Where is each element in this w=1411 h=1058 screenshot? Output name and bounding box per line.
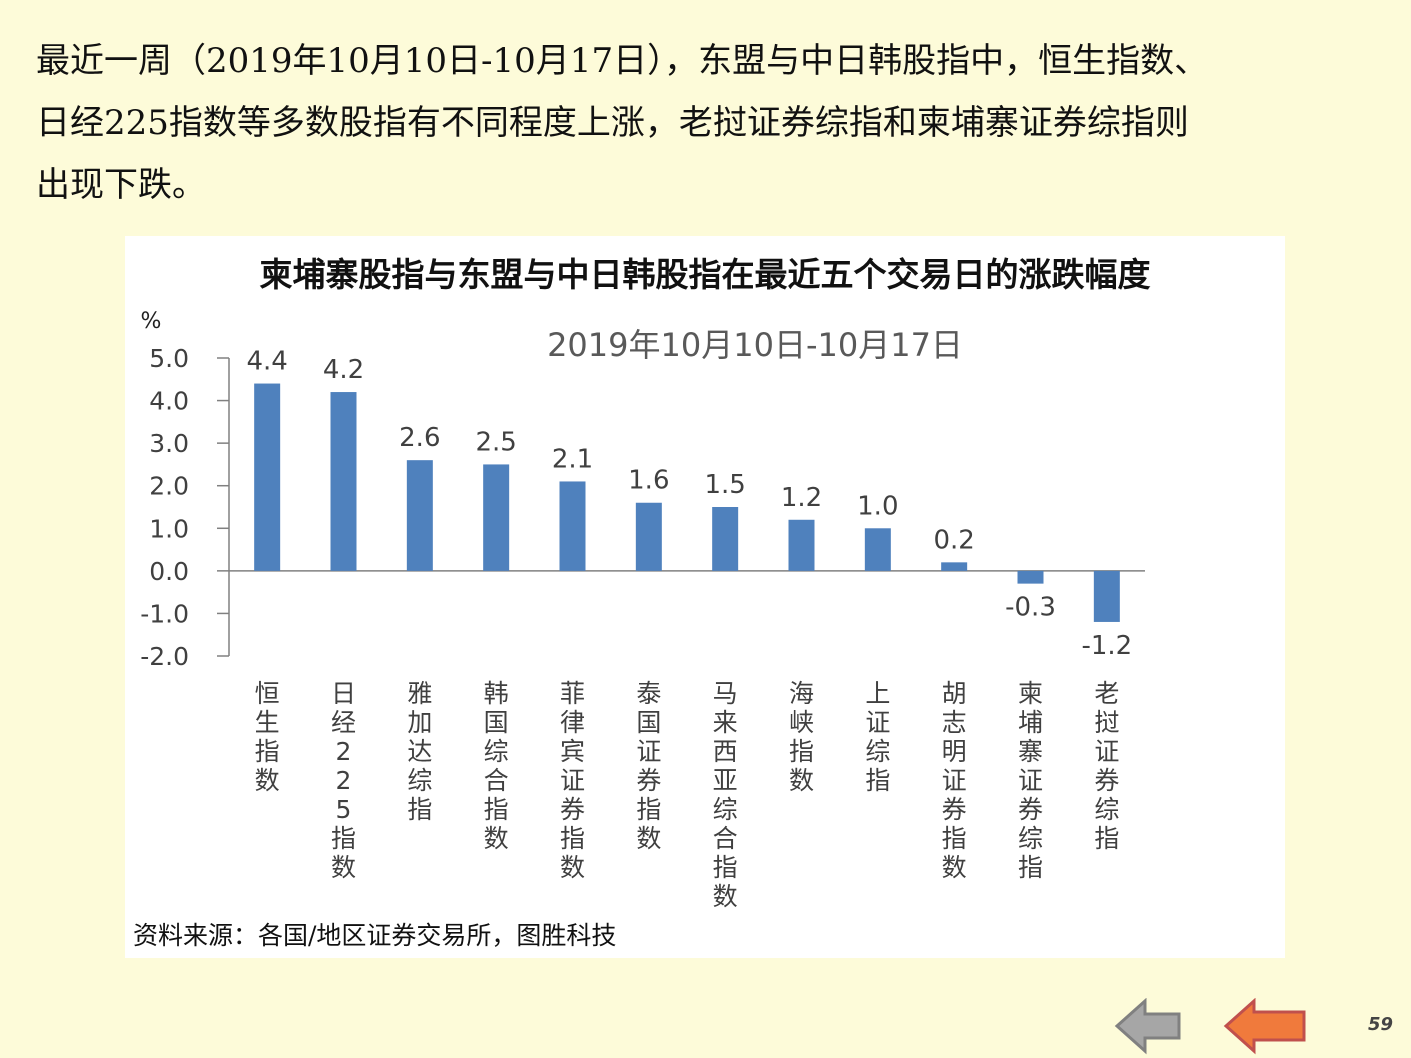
data-label: 4.4	[246, 347, 287, 377]
bar	[406, 460, 433, 571]
chart-panel: 柬埔寨股指与东盟与中日韩股指在最近五个交易日的涨跌幅度 % 2019年10月10日…	[125, 236, 1285, 958]
category-label: 雅加达综指	[407, 679, 432, 824]
data-label: 4.2	[323, 355, 364, 385]
intro-text: 最近一周（2019年10月10日-10月17日），东盟与中日韩股指中，恒生指数、…	[36, 30, 1386, 216]
data-label: -1.2	[1081, 631, 1132, 661]
data-label: 1.6	[628, 466, 669, 496]
data-label: 0.2	[933, 525, 974, 555]
bar	[559, 481, 586, 571]
forward-arrow-button[interactable]	[1222, 998, 1308, 1058]
y-tick-label: 4.0	[149, 387, 189, 416]
page-number: 59	[1368, 1014, 1394, 1035]
y-tick-label: 5.0	[149, 344, 189, 373]
data-label: 1.2	[781, 483, 822, 513]
bar	[1093, 570, 1120, 622]
data-label: 2.5	[475, 427, 516, 457]
y-tick-label: 0.0	[149, 557, 189, 586]
bar	[941, 562, 968, 571]
bar	[788, 519, 815, 571]
category-label: 菲律宾证券指数	[560, 679, 585, 882]
y-tick-label: 2.0	[149, 472, 189, 501]
bar	[864, 528, 891, 571]
bar	[712, 507, 739, 571]
y-tick-label: 3.0	[149, 429, 189, 458]
back-arrow-button[interactable]	[1113, 998, 1183, 1058]
data-label: 2.6	[399, 423, 440, 453]
bar	[483, 464, 510, 571]
data-label: 1.0	[857, 491, 898, 521]
category-label: 韩国综合指数	[484, 679, 509, 853]
bar	[254, 383, 281, 571]
source-note: 资料来源：各国/地区证券交易所，图胜科技	[133, 921, 617, 950]
data-label: -0.3	[1005, 593, 1056, 623]
arrow-left-icon	[1114, 998, 1181, 1055]
arrow-left-icon	[1223, 998, 1306, 1055]
category-label: 日经 2 2 5 指数	[331, 679, 356, 882]
chart-title: 柬埔寨股指与东盟与中日韩股指在最近五个交易日的涨跌幅度	[259, 255, 1151, 294]
data-label: 1.5	[704, 470, 745, 500]
category-label: 胡志明证券指数	[942, 679, 967, 882]
y-tick-label: -2.0	[140, 642, 189, 671]
y-tick-label: 1.0	[149, 514, 189, 543]
category-label: 上证综指	[865, 679, 890, 795]
bar	[635, 502, 662, 571]
category-label: 马来西亚综合指数	[713, 679, 738, 911]
data-label: 2.1	[552, 444, 593, 474]
category-label: 泰国证券指数	[636, 679, 661, 853]
bar	[1017, 570, 1044, 584]
intro-line-1: 最近一周（2019年10月10日-10月17日），东盟与中日韩股指中，恒生指数、	[36, 41, 1209, 81]
category-label: 老挝证券综指	[1094, 679, 1119, 853]
chart-subtitle: 2019年10月10日-10月17日	[547, 326, 963, 364]
category-label: 柬埔寨证券综指	[1018, 679, 1043, 882]
category-label: 海峡指数	[789, 679, 814, 795]
y-tick-label: -1.0	[140, 599, 189, 628]
bar-chart: % 2019年10月10日-10月17日 5.0 4.0 3.0 2.0 1.0 0.0 -1.…	[140, 309, 1145, 911]
y-axis-unit: %	[141, 309, 162, 334]
intro-line-2: 日经225指数等多数股指有不同程度上涨，老挝证券综指和柬埔寨证券综指则	[36, 103, 1189, 143]
category-label: 恒生指数	[255, 679, 280, 795]
intro-line-3: 出现下跌。	[36, 165, 206, 205]
bar	[330, 392, 357, 571]
